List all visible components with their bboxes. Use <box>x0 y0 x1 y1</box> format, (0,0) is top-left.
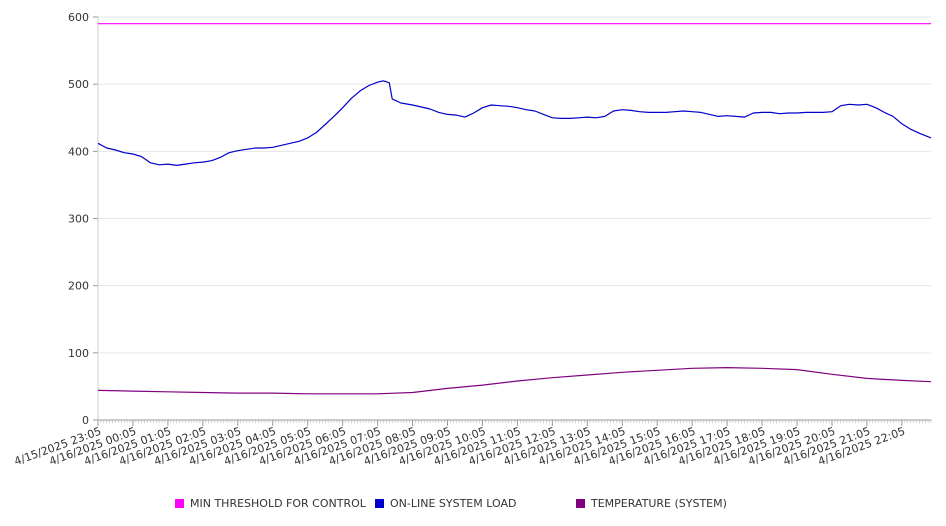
legend-swatch <box>576 499 585 508</box>
legend-label: TEMPERATURE (SYSTEM) <box>591 497 727 510</box>
y-tick-label: 400 <box>68 145 89 158</box>
legend-swatch <box>375 499 384 508</box>
series-line-on-line-system-load <box>97 80 932 166</box>
y-tick-label: 600 <box>68 11 89 24</box>
y-tick-label: 200 <box>68 280 89 293</box>
legend-item: ON-LINE SYSTEM LOAD <box>375 497 516 510</box>
legend-item: TEMPERATURE (SYSTEM) <box>576 497 727 510</box>
y-tick-label: 300 <box>68 213 89 226</box>
y-tick-label: 0 <box>82 414 89 427</box>
series-line-temperature-system <box>97 367 932 395</box>
legend-swatch <box>175 499 184 508</box>
y-tick-label: 100 <box>68 347 89 360</box>
legend-label: ON-LINE SYSTEM LOAD <box>390 497 517 510</box>
gridlines <box>98 16 931 354</box>
axes <box>93 16 932 426</box>
legend-label: MIN THRESHOLD FOR CONTROL <box>190 497 366 510</box>
legend-item: MIN THRESHOLD FOR CONTROL <box>175 497 366 510</box>
series-lines <box>97 23 932 395</box>
y-tick-label: 500 <box>68 78 89 91</box>
legend: MIN THRESHOLD FOR CONTROL ON-LINE SYSTEM … <box>0 497 946 515</box>
